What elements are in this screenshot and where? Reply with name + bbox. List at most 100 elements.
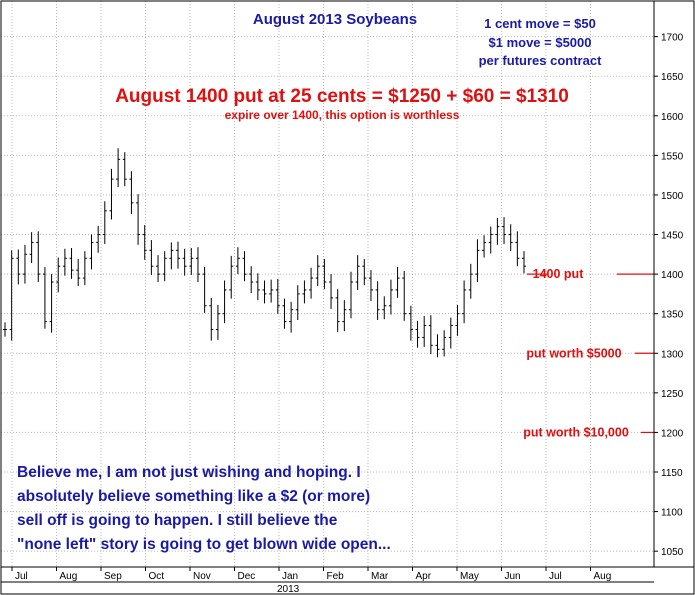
- price-bar: [82, 251, 87, 286]
- month-label: Jul: [549, 571, 562, 582]
- price-bar: [315, 255, 320, 286]
- ytick-label: 1700: [661, 33, 684, 44]
- month-label: Apr: [416, 571, 432, 582]
- month-label: Sep: [104, 571, 122, 582]
- price-bar: [169, 242, 174, 270]
- ref-label-10000: put worth $10,000: [523, 425, 629, 439]
- subheadline: expire over 1400, this option is worthle…: [225, 108, 460, 122]
- price-bar: [229, 255, 234, 299]
- month-label: Jan: [282, 571, 298, 582]
- month-label: Aug: [60, 571, 78, 582]
- price-bar: [122, 152, 127, 187]
- ytick-label: 1150: [661, 468, 683, 479]
- price-bar: [129, 171, 134, 214]
- ytick-label: 1100: [661, 508, 683, 519]
- price-bar: [89, 234, 94, 270]
- reference-lines: [527, 273, 654, 434]
- month-label: Nov: [193, 571, 211, 582]
- price-bar: [182, 248, 187, 276]
- price-bar: [455, 304, 460, 336]
- price-bar: [402, 270, 407, 321]
- ytick-label: 1500: [661, 191, 684, 202]
- month-label: Aug: [594, 571, 612, 582]
- price-bar: [62, 248, 67, 276]
- ytick-label: 1400: [661, 270, 684, 281]
- month-label: Mar: [371, 571, 389, 582]
- price-bar: [395, 266, 400, 298]
- price-bar: [209, 297, 214, 341]
- chart-title: August 2013 Soybeans: [253, 11, 417, 28]
- month-label: Jul: [15, 571, 28, 582]
- price-bar: [242, 251, 247, 282]
- commentary-line-4: "none left" story is going to get blown …: [17, 536, 391, 553]
- price-bar: [202, 266, 207, 313]
- price-bar: [495, 217, 500, 245]
- price-bar: [309, 267, 314, 299]
- price-bar: [282, 298, 287, 329]
- price-bar: [475, 239, 480, 283]
- headline: August 1400 put at 25 cents = $1250 + $6…: [115, 86, 569, 107]
- price-bar: [355, 255, 360, 290]
- info-line-3: per futures contract: [479, 53, 602, 68]
- price-bar: [435, 334, 440, 358]
- price-bar: [388, 279, 393, 315]
- price-bar: [289, 301, 294, 333]
- ytick-label: 1300: [661, 349, 684, 360]
- price-bars: [3, 148, 526, 358]
- price-bar: [295, 285, 300, 321]
- ytick-label: 1200: [661, 428, 684, 439]
- price-bar: [162, 251, 167, 282]
- price-bar: [262, 280, 267, 304]
- price-bar: [368, 270, 373, 302]
- price-bar: [9, 250, 14, 341]
- price-bar: [142, 225, 147, 260]
- price-bar: [488, 226, 493, 254]
- price-bar: [109, 168, 114, 220]
- price-bar: [16, 249, 21, 285]
- price-bar: [462, 280, 467, 324]
- ref-label-5000: put worth $5000: [526, 346, 621, 360]
- price-bar: [448, 317, 453, 349]
- price-bar: [422, 316, 427, 347]
- ytick-label: 1350: [661, 310, 684, 321]
- year-label: 2013: [277, 584, 300, 595]
- price-bar: [349, 271, 353, 319]
- commentary-line-1: Believe me, I am not just wishing and ho…: [17, 464, 361, 481]
- price-bar: [482, 235, 487, 258]
- grid-lines: [1, 1, 654, 567]
- price-bar: [116, 148, 121, 188]
- ytick-label: 1050: [661, 547, 684, 558]
- price-bar: [49, 274, 54, 333]
- price-bar: [342, 300, 347, 332]
- price-bar: [415, 320, 420, 348]
- info-line-2: $1 move = $5000: [489, 35, 592, 50]
- commentary-line-3: sell off is going to happen. I still bel…: [17, 512, 338, 529]
- price-bar: [42, 266, 47, 329]
- month-label: May: [460, 571, 479, 582]
- price-bar: [36, 231, 41, 283]
- price-bar: [136, 194, 141, 245]
- price-bar: [215, 304, 220, 340]
- info-line-1: 1 cent move = $50: [484, 16, 596, 31]
- month-label: Jun: [505, 571, 521, 582]
- price-bar: [96, 225, 101, 253]
- price-bar: [222, 280, 227, 324]
- price-bar: [322, 259, 327, 290]
- ytick-label: 1600: [661, 112, 684, 123]
- price-bar: [22, 244, 27, 284]
- price-bar: [249, 266, 254, 294]
- price-bar: [302, 280, 307, 304]
- price-bar: [195, 247, 200, 283]
- commentary-line-2: absolutely believe something like a $2 (…: [17, 488, 370, 505]
- price-bar: [235, 247, 240, 275]
- price-bar: [102, 201, 107, 245]
- month-label: Dec: [238, 571, 256, 582]
- price-bar: [255, 273, 260, 301]
- price-bar: [275, 278, 280, 314]
- price-bar: [56, 257, 61, 293]
- ytick-label: 1250: [661, 389, 684, 400]
- price-bar: [375, 281, 380, 321]
- month-label: Oct: [149, 571, 165, 582]
- price-bar: [468, 263, 473, 299]
- time-axis: Jul Aug Sep Oct Nov Dec Jan Feb Mar Apr May Jun Jul A…: [11, 567, 612, 595]
